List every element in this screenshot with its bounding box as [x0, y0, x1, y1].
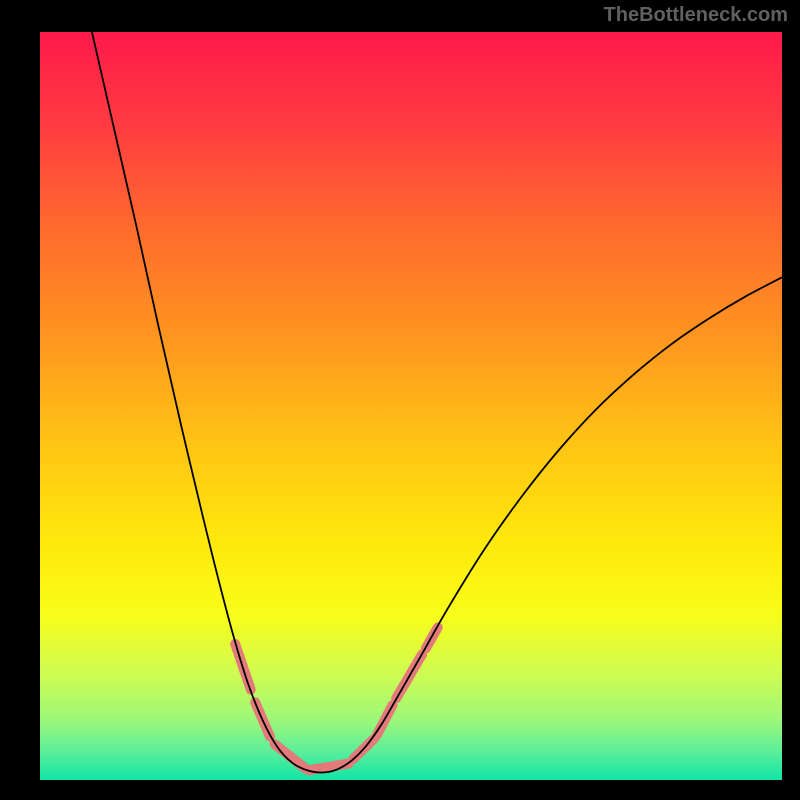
chart-frame: TheBottleneck.com	[0, 0, 800, 800]
plot-svg	[0, 0, 800, 800]
